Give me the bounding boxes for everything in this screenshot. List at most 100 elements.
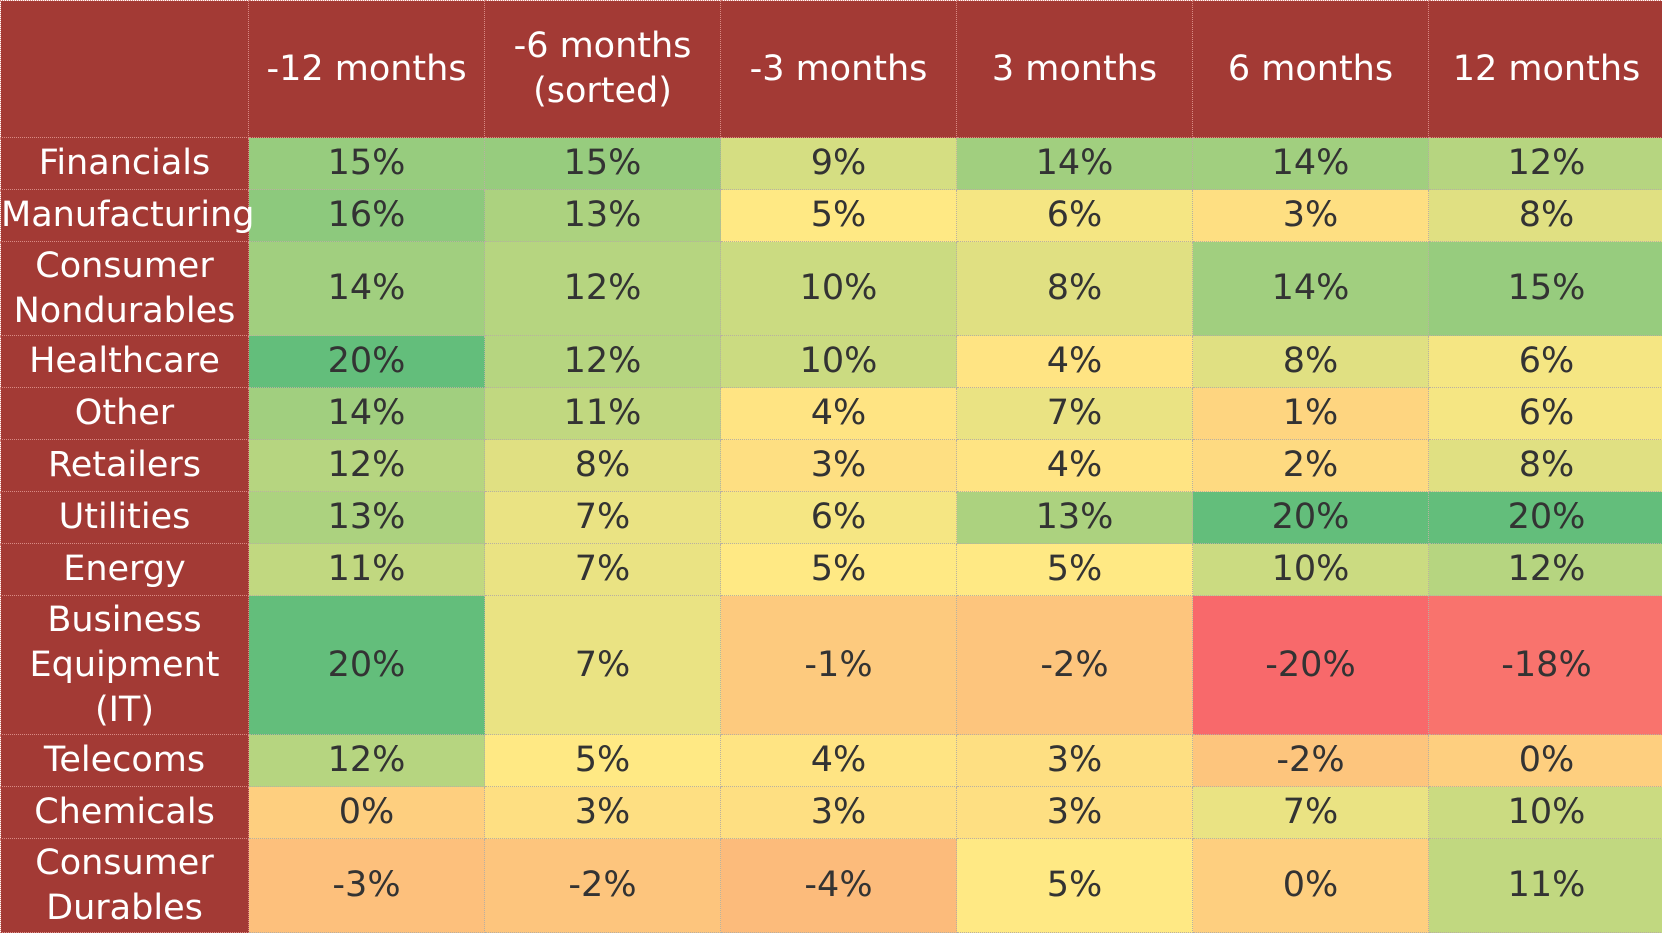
value-cell: 4% bbox=[721, 388, 957, 440]
value-cell: 7% bbox=[485, 544, 721, 596]
value-cell: 16% bbox=[249, 190, 485, 242]
value-cell: 1% bbox=[1193, 388, 1429, 440]
value-cell: 12% bbox=[249, 735, 485, 787]
value-cell: 6% bbox=[957, 190, 1193, 242]
value-cell: 7% bbox=[1193, 787, 1429, 839]
value-cell: -18% bbox=[1429, 596, 1662, 735]
value-cell: 20% bbox=[249, 596, 485, 735]
value-cell: 11% bbox=[485, 388, 721, 440]
value-cell: 13% bbox=[957, 492, 1193, 544]
value-cell: 10% bbox=[1193, 544, 1429, 596]
value-cell: 7% bbox=[485, 596, 721, 735]
value-cell: 10% bbox=[721, 242, 957, 336]
value-cell: 8% bbox=[957, 242, 1193, 336]
header-row: -12 months -6 months (sorted) -3 months … bbox=[1, 1, 1662, 138]
row-label: Chemicals bbox=[1, 787, 249, 839]
value-cell: 12% bbox=[485, 242, 721, 336]
value-cell: 14% bbox=[249, 242, 485, 336]
column-header: 12 months bbox=[1429, 1, 1662, 138]
value-cell: 3% bbox=[1193, 190, 1429, 242]
row-label: Healthcare bbox=[1, 336, 249, 388]
value-cell: -3% bbox=[249, 839, 485, 933]
value-cell: 10% bbox=[721, 336, 957, 388]
value-cell: 15% bbox=[249, 138, 485, 190]
value-cell: 15% bbox=[485, 138, 721, 190]
value-cell: 13% bbox=[485, 190, 721, 242]
value-cell: 7% bbox=[485, 492, 721, 544]
value-cell: 8% bbox=[485, 440, 721, 492]
value-cell: 6% bbox=[1429, 388, 1662, 440]
value-cell: 6% bbox=[721, 492, 957, 544]
value-cell: 6% bbox=[1429, 336, 1662, 388]
value-cell: 8% bbox=[1429, 190, 1662, 242]
value-cell: 7% bbox=[957, 388, 1193, 440]
value-cell: 0% bbox=[249, 787, 485, 839]
value-cell: 11% bbox=[249, 544, 485, 596]
value-cell: 14% bbox=[957, 138, 1193, 190]
value-cell: 5% bbox=[957, 839, 1193, 933]
value-cell: 3% bbox=[721, 787, 957, 839]
value-cell: 3% bbox=[721, 440, 957, 492]
table-row: Consumer Durables-3%-2%-4%5%0%11% bbox=[1, 839, 1662, 933]
value-cell: 14% bbox=[1193, 242, 1429, 336]
column-header: -12 months bbox=[249, 1, 485, 138]
value-cell: 12% bbox=[485, 336, 721, 388]
row-label: Business Equipment (IT) bbox=[1, 596, 249, 735]
value-cell: -2% bbox=[485, 839, 721, 933]
value-cell: -20% bbox=[1193, 596, 1429, 735]
value-cell: 5% bbox=[485, 735, 721, 787]
value-cell: 8% bbox=[1193, 336, 1429, 388]
value-cell: 20% bbox=[249, 336, 485, 388]
value-cell: 20% bbox=[1193, 492, 1429, 544]
row-label: Manufacturing bbox=[1, 190, 249, 242]
value-cell: 3% bbox=[485, 787, 721, 839]
column-header: 6 months bbox=[1193, 1, 1429, 138]
value-cell: 5% bbox=[721, 544, 957, 596]
value-cell: 15% bbox=[1429, 242, 1662, 336]
row-label: Consumer Durables bbox=[1, 839, 249, 933]
value-cell: 5% bbox=[721, 190, 957, 242]
value-cell: 20% bbox=[1429, 492, 1662, 544]
value-cell: 5% bbox=[957, 544, 1193, 596]
row-label: Utilities bbox=[1, 492, 249, 544]
row-label: Energy bbox=[1, 544, 249, 596]
value-cell: -1% bbox=[721, 596, 957, 735]
value-cell: 14% bbox=[249, 388, 485, 440]
value-cell: 10% bbox=[1429, 787, 1662, 839]
row-label: Financials bbox=[1, 138, 249, 190]
value-cell: -2% bbox=[957, 596, 1193, 735]
table-row: Business Equipment (IT)20%7%-1%-2%-20%-1… bbox=[1, 596, 1662, 735]
value-cell: 11% bbox=[1429, 839, 1662, 933]
value-cell: 12% bbox=[249, 440, 485, 492]
row-label: Consumer Nondurables bbox=[1, 242, 249, 336]
value-cell: 0% bbox=[1193, 839, 1429, 933]
value-cell: 8% bbox=[1429, 440, 1662, 492]
value-cell: 9% bbox=[721, 138, 957, 190]
value-cell: 12% bbox=[1429, 138, 1662, 190]
value-cell: -4% bbox=[721, 839, 957, 933]
value-cell: 3% bbox=[957, 735, 1193, 787]
value-cell: 3% bbox=[957, 787, 1193, 839]
value-cell: 4% bbox=[721, 735, 957, 787]
value-cell: 13% bbox=[249, 492, 485, 544]
value-cell: 2% bbox=[1193, 440, 1429, 492]
column-header: -3 months bbox=[721, 1, 957, 138]
value-cell: 12% bbox=[1429, 544, 1662, 596]
value-cell: 0% bbox=[1429, 735, 1662, 787]
row-label: Retailers bbox=[1, 440, 249, 492]
corner-cell bbox=[1, 1, 249, 138]
column-header: 3 months bbox=[957, 1, 1193, 138]
column-header: -6 months (sorted) bbox=[485, 1, 721, 138]
row-label: Other bbox=[1, 388, 249, 440]
